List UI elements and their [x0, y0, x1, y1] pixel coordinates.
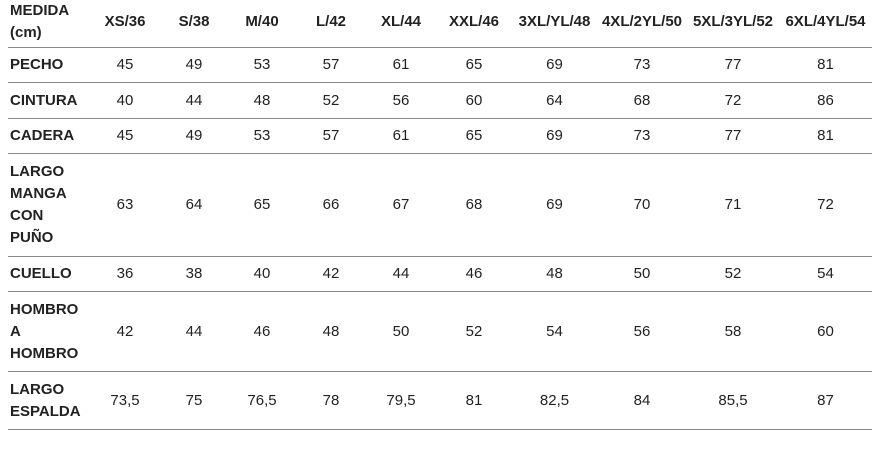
cell: 69 — [512, 118, 597, 154]
cell: 46 — [436, 256, 512, 292]
header-cell: 6XL/4YL/54 — [779, 0, 872, 48]
cell: 66 — [296, 153, 366, 257]
cell: 68 — [436, 153, 512, 257]
cell: 67 — [366, 153, 436, 257]
cell: 70 — [597, 153, 687, 257]
row-label: PECHO — [8, 47, 90, 83]
header-cell: XS/36 — [90, 0, 160, 48]
cell: 44 — [160, 82, 228, 119]
cell: 45 — [90, 47, 160, 83]
cell: 52 — [436, 291, 512, 372]
cell: 72 — [779, 153, 872, 257]
row-label: CADERA — [8, 118, 90, 154]
cell: 49 — [160, 118, 228, 154]
cell: 60 — [436, 82, 512, 119]
row-label: HOMBRO A HOMBRO — [8, 291, 90, 372]
header-cell: 4XL/2YL/50 — [597, 0, 687, 48]
cell: 72 — [687, 82, 779, 119]
cell: 69 — [512, 47, 597, 83]
cell: 42 — [296, 256, 366, 292]
size-table: MEDIDA (cm) XS/36 S/38 M/40 L/42 XL/44 XXL/46 3… — [8, 0, 872, 430]
cell: 73 — [597, 47, 687, 83]
cell: 50 — [366, 291, 436, 372]
cell: 57 — [296, 118, 366, 154]
cell: 81 — [779, 118, 872, 154]
header-cell: MEDIDA (cm) — [8, 0, 90, 48]
cell: 46 — [228, 291, 296, 372]
cell: 54 — [779, 256, 872, 292]
table-row: PECHO 45 49 53 57 61 65 69 73 77 81 — [8, 47, 872, 83]
cell: 75 — [160, 371, 228, 430]
table-body: PECHO 45 49 53 57 61 65 69 73 77 81 CINTURA 40 44 48 52… — [8, 47, 872, 430]
cell: 78 — [296, 371, 366, 430]
cell: 64 — [512, 82, 597, 119]
cell: 82,5 — [512, 371, 597, 430]
cell: 52 — [296, 82, 366, 119]
cell: 44 — [160, 291, 228, 372]
cell: 81 — [436, 371, 512, 430]
cell: 36 — [90, 256, 160, 292]
cell: 71 — [687, 153, 779, 257]
cell: 48 — [512, 256, 597, 292]
cell: 77 — [687, 47, 779, 83]
table-row: CADERA 45 49 53 57 61 65 69 73 77 81 — [8, 118, 872, 154]
cell: 58 — [687, 291, 779, 372]
cell: 56 — [366, 82, 436, 119]
cell: 63 — [90, 153, 160, 257]
table-row: CUELLO 36 38 40 42 44 46 48 50 52 54 — [8, 256, 872, 292]
cell: 48 — [228, 82, 296, 119]
cell: 64 — [160, 153, 228, 257]
cell: 79,5 — [366, 371, 436, 430]
cell: 65 — [436, 47, 512, 83]
cell: 76,5 — [228, 371, 296, 430]
cell: 56 — [597, 291, 687, 372]
row-label: LARGO MANGA CON PUÑO — [8, 153, 90, 257]
cell: 53 — [228, 47, 296, 83]
cell: 69 — [512, 153, 597, 257]
cell: 38 — [160, 256, 228, 292]
cell: 48 — [296, 291, 366, 372]
row-label: CINTURA — [8, 82, 90, 119]
header-cell: M/40 — [228, 0, 296, 48]
cell: 73 — [597, 118, 687, 154]
cell: 44 — [366, 256, 436, 292]
header-row: MEDIDA (cm) XS/36 S/38 M/40 L/42 XL/44 XXL/46 3… — [8, 0, 872, 48]
cell: 49 — [160, 47, 228, 83]
cell: 60 — [779, 291, 872, 372]
cell: 68 — [597, 82, 687, 119]
cell: 61 — [366, 118, 436, 154]
header-cell: S/38 — [160, 0, 228, 48]
cell: 52 — [687, 256, 779, 292]
cell: 40 — [228, 256, 296, 292]
cell: 65 — [228, 153, 296, 257]
cell: 57 — [296, 47, 366, 83]
cell: 84 — [597, 371, 687, 430]
cell: 42 — [90, 291, 160, 372]
table-row: LARGO MANGA CON PUÑO 63 64 65 66 67 68 69 70 71 72 — [8, 153, 872, 257]
header-cell: 5XL/3YL/52 — [687, 0, 779, 48]
cell: 85,5 — [687, 371, 779, 430]
cell: 54 — [512, 291, 597, 372]
cell: 73,5 — [90, 371, 160, 430]
table-row: CINTURA 40 44 48 52 56 60 64 68 72 86 — [8, 82, 872, 119]
header-cell: XXL/46 — [436, 0, 512, 48]
header-cell: 3XL/YL/48 — [512, 0, 597, 48]
cell: 87 — [779, 371, 872, 430]
cell: 77 — [687, 118, 779, 154]
cell: 40 — [90, 82, 160, 119]
cell: 81 — [779, 47, 872, 83]
cell: 61 — [366, 47, 436, 83]
cell: 53 — [228, 118, 296, 154]
cell: 45 — [90, 118, 160, 154]
cell: 50 — [597, 256, 687, 292]
table-row: HOMBRO A HOMBRO 42 44 46 48 50 52 54 56 58 60 — [8, 291, 872, 372]
header-cell: L/42 — [296, 0, 366, 48]
row-label: LARGO ESPALDA — [8, 371, 90, 430]
cell: 86 — [779, 82, 872, 119]
header-cell: XL/44 — [366, 0, 436, 48]
row-label: CUELLO — [8, 256, 90, 292]
table-row: LARGO ESPALDA 73,5 75 76,5 78 79,5 81 82,5 84 85,… — [8, 371, 872, 430]
cell: 65 — [436, 118, 512, 154]
